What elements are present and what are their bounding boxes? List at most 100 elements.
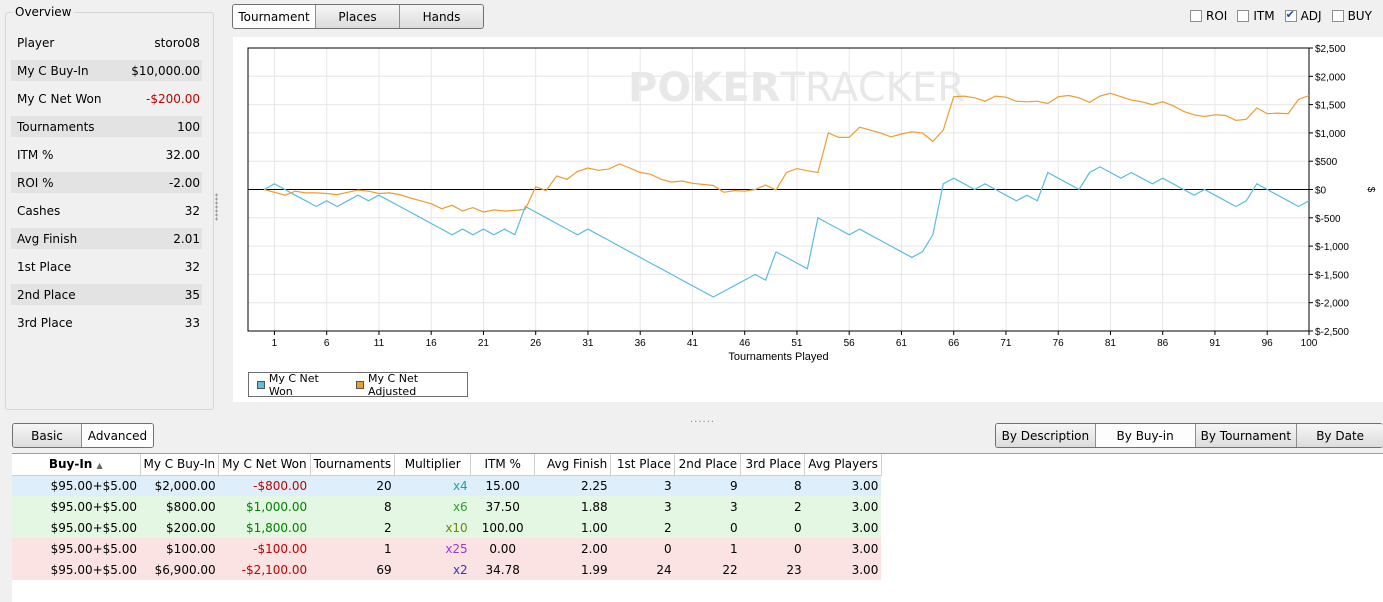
column-header-itm[interactable]: ITM % [470, 454, 536, 476]
table-cell-my-c-net-won: $1,000.00 [218, 496, 311, 517]
table-cell-buy-in: $95.00+$5.00 [12, 496, 140, 517]
x-tick-label: 6 [324, 338, 330, 349]
overview-row-value: storo08 [154, 35, 200, 50]
table-cell-1st-place: 0 [610, 538, 675, 559]
overview-row: 1st Place 32 [11, 256, 202, 277]
buy-checkbox[interactable]: BUY [1331, 9, 1372, 23]
buy-checkbox-box[interactable] [1331, 10, 1344, 22]
column-header-tournaments[interactable]: Tournaments [310, 454, 396, 476]
table-cell-my-c-net-won: -$800.00 [218, 475, 311, 496]
y-tick-label: $2,000 [1315, 72, 1346, 83]
table-cell-my-c-net-won: -$100.00 [218, 538, 311, 559]
table-cell-tournaments: 2 [310, 517, 395, 538]
chart-legend: My C Net Won My C Net Adjusted [248, 372, 468, 398]
overview-row-label: Cashes [17, 203, 61, 218]
x-tick-label: 86 [1157, 338, 1169, 349]
overview-row: My C Net Won -$200.00 [11, 88, 202, 109]
column-header-my-c-net-won[interactable]: My C Net Won [218, 454, 311, 476]
table-cell-3rd-place: 23 [740, 559, 805, 580]
tab-by-tournament[interactable]: By Tournament [1195, 424, 1298, 447]
table-cell-avg-finish: 1.88 [534, 496, 611, 517]
itm-checkbox-box[interactable] [1237, 10, 1250, 22]
column-header-multiplier[interactable]: Multiplier [394, 454, 472, 476]
overview-row-value: 100 [177, 119, 200, 134]
y-tick-label: $2,500 [1315, 44, 1346, 55]
series-line-net-won [263, 166, 1310, 298]
tab-places[interactable]: Places [316, 5, 400, 28]
watermark-tracker: TRACKER [779, 65, 965, 111]
table-cell-3rd-place: 0 [740, 538, 805, 559]
column-header-2nd-place[interactable]: 2nd Place [674, 454, 742, 476]
column-header-buy-in[interactable]: Buy-In ▲ [12, 454, 141, 476]
table-cell-2nd-place: 22 [674, 559, 741, 580]
table-header-row: Buy-In ▲ My C Buy-In My C Net Won Tourna… [12, 454, 882, 476]
itm-checkbox-label: ITM [1253, 9, 1275, 23]
legend-item-net-adjusted: My C Net Adjusted [356, 372, 467, 398]
overview-row-label: ROI % [17, 175, 54, 190]
table-row[interactable]: $95.00+$5.00 $2,000.00 -$800.00 20 x4 15.00 2.… [12, 475, 882, 496]
report-mode-tabs: Basic Advanced [12, 423, 154, 448]
overview-row-label: 1st Place [17, 259, 72, 274]
overview-row-value: -2.00 [168, 175, 200, 190]
table-cell-itm: 100.00 [470, 517, 535, 538]
splitter-grip[interactable] [215, 193, 218, 221]
table-cell-multiplier: x25 [394, 538, 471, 559]
column-header-avg-players[interactable]: Avg Players [804, 454, 882, 476]
y-tick-label: $-1,500 [1315, 270, 1349, 281]
tab-basic[interactable]: Basic [13, 424, 83, 447]
x-tick-label: 96 [1262, 338, 1274, 349]
tab-by-description[interactable]: By Description [996, 424, 1096, 447]
roi-checkbox-label: ROI [1206, 9, 1228, 23]
table-cell-avg-players: 3.00 [804, 559, 882, 580]
column-header-my-c-buy-in[interactable]: My C Buy-In [140, 454, 220, 476]
pane-splitter-handle[interactable]: ...... [690, 414, 716, 425]
table-cell-avg-players: 3.00 [804, 475, 882, 496]
group-by-tabs: By Description By Buy-in By Tournament B… [995, 423, 1383, 448]
adj-checkbox-label: ADJ [1300, 9, 1322, 23]
adj-checkbox-box[interactable] [1284, 8, 1297, 22]
table-cell-buy-in: $95.00+$5.00 [12, 559, 140, 580]
sort-ascending-icon: ▲ [96, 461, 103, 471]
tab-by-buy-in[interactable]: By Buy-in [1095, 424, 1196, 447]
tab-advanced[interactable]: Advanced [82, 424, 153, 447]
table-cell-itm: 0.00 [470, 538, 535, 559]
x-tick-label: 61 [896, 338, 908, 349]
table-cell-1st-place: 3 [610, 496, 675, 517]
tab-by-date[interactable]: By Date [1297, 424, 1383, 447]
series-line-net-adjusted [263, 92, 1310, 213]
overview-row: Avg Finish 2.01 [11, 228, 202, 249]
table-cell-1st-place: 2 [610, 517, 675, 538]
watermark-poker: POKER [628, 65, 780, 111]
table-cell-avg-finish: 2.00 [534, 538, 611, 559]
x-tick-label: 91 [1209, 338, 1221, 349]
itm-checkbox[interactable]: ITM [1237, 9, 1275, 23]
column-header-1st-place[interactable]: 1st Place [610, 454, 676, 476]
view-tab-group: Tournament Places Hands [232, 4, 484, 29]
overview-row-label: ITM % [17, 147, 54, 162]
y-tick-label: $-500 [1315, 214, 1341, 225]
table-cell-avg-players: 3.00 [804, 538, 882, 559]
column-header-3rd-place[interactable]: 3rd Place [740, 454, 806, 476]
table-row[interactable]: $95.00+$5.00 $6,900.00 -$2,100.00 69 x2 34.78… [12, 559, 882, 580]
x-tick-label: 56 [844, 338, 856, 349]
table-row[interactable]: $95.00+$5.00 $200.00 $1,800.00 2 x10 100.00 1.… [12, 517, 882, 538]
table-cell-my-c-buy-in: $2,000.00 [140, 475, 219, 496]
overview-row: Tournaments 100 [11, 116, 202, 137]
tab-tournament[interactable]: Tournament [233, 5, 316, 28]
table-row[interactable]: $95.00+$5.00 $800.00 $1,000.00 8 x6 37.50 1.88… [12, 496, 882, 517]
tab-hands[interactable]: Hands [400, 5, 483, 28]
column-header-avg-finish[interactable]: Avg Finish [534, 454, 612, 476]
chart-options: ROI ITM ADJ BUY [1190, 8, 1382, 23]
x-tick-label: 76 [1053, 338, 1065, 349]
roi-checkbox-box[interactable] [1190, 10, 1202, 22]
table-row[interactable]: $95.00+$5.00 $100.00 -$100.00 1 x25 0.00 2.00 0… [12, 538, 882, 559]
table-cell-itm: 34.78 [470, 559, 535, 580]
table-cell-my-c-buy-in: $100.00 [140, 538, 219, 559]
x-tick-label: 71 [1000, 338, 1012, 349]
adj-checkbox[interactable]: ADJ [1284, 8, 1322, 23]
x-tick-label: 46 [739, 338, 751, 349]
x-tick-label: 81 [1105, 338, 1117, 349]
overview-row-label: Player [17, 35, 55, 50]
results-table: Buy-In ▲ My C Buy-In My C Net Won Tourna… [12, 454, 882, 580]
roi-checkbox[interactable]: ROI [1190, 9, 1227, 23]
